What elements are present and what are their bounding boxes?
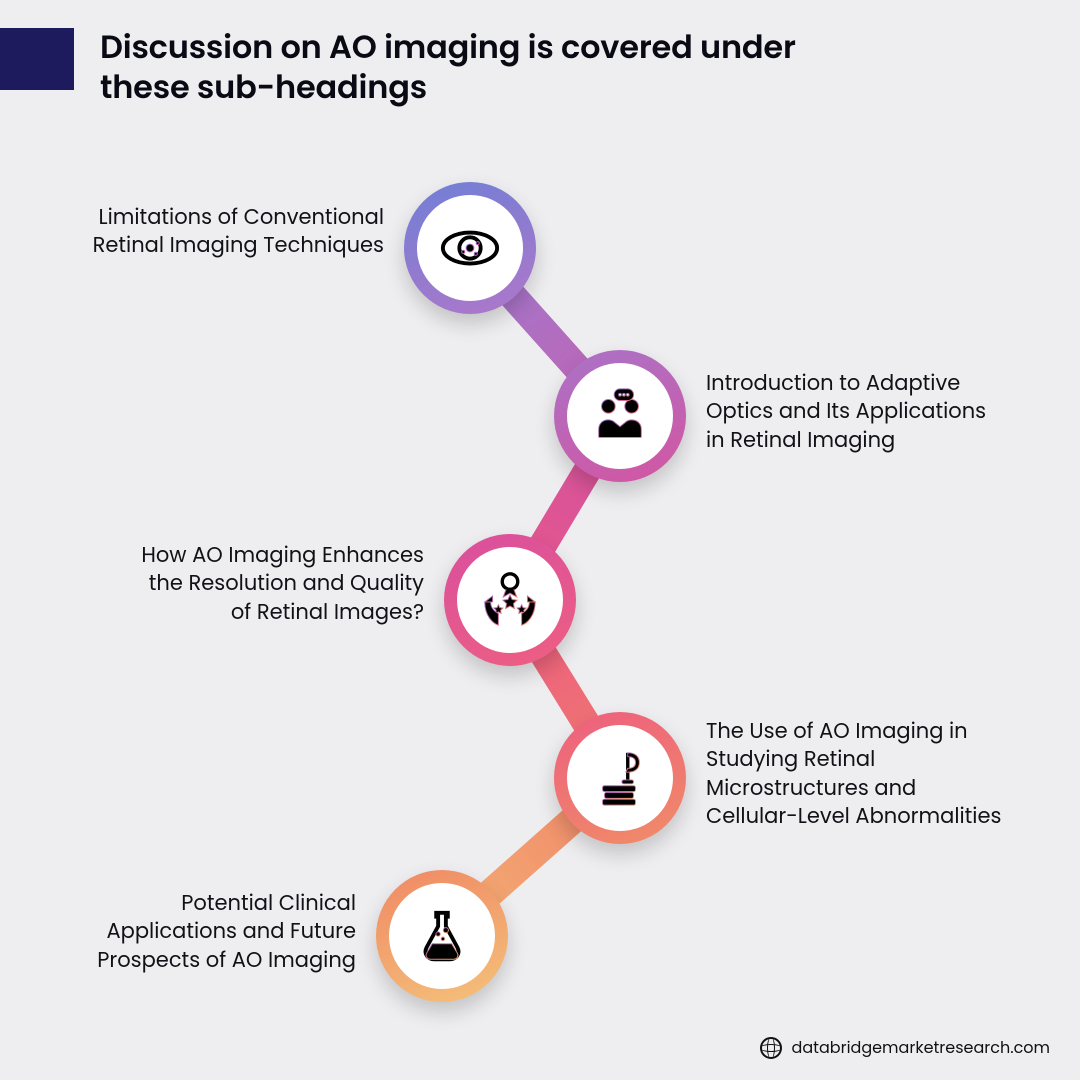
- footer-text: databridgemarketresearch.com: [792, 1035, 1050, 1060]
- node-label: Introduction to Adaptive Optics and Its …: [706, 370, 1006, 455]
- footer: databridgemarketresearch.com: [760, 1035, 1050, 1060]
- node-inner: [389, 883, 495, 989]
- node-label: The Use of AO Imaging in Studying Retina…: [706, 718, 1006, 831]
- infographic-node: [554, 712, 686, 844]
- infographic-node: [554, 350, 686, 482]
- node-inner: [457, 547, 563, 653]
- accent-block: [0, 28, 74, 90]
- page-title: Discussion on AO imaging is covered unde…: [100, 28, 860, 108]
- globe-icon: [760, 1037, 782, 1059]
- eye-icon: [439, 217, 501, 279]
- infographic-node: [444, 534, 576, 666]
- node-inner: [417, 195, 523, 301]
- flask-icon: [411, 905, 473, 967]
- node-label: Limitations of Conventional Retinal Imag…: [84, 204, 384, 261]
- infographic-node: [404, 182, 536, 314]
- study-icon: [589, 747, 651, 809]
- node-label: Potential Clinical Applications and Futu…: [56, 890, 356, 975]
- node-label: How AO Imaging Enhances the Resolution a…: [124, 542, 424, 627]
- node-inner: [567, 363, 673, 469]
- diagram-canvas: Limitations of Conventional Retinal Imag…: [0, 160, 1080, 1020]
- quality-icon: [479, 569, 541, 631]
- infographic-node: [376, 870, 508, 1002]
- header: Discussion on AO imaging is covered unde…: [0, 28, 860, 108]
- node-inner: [567, 725, 673, 831]
- discussion-icon: [589, 385, 651, 447]
